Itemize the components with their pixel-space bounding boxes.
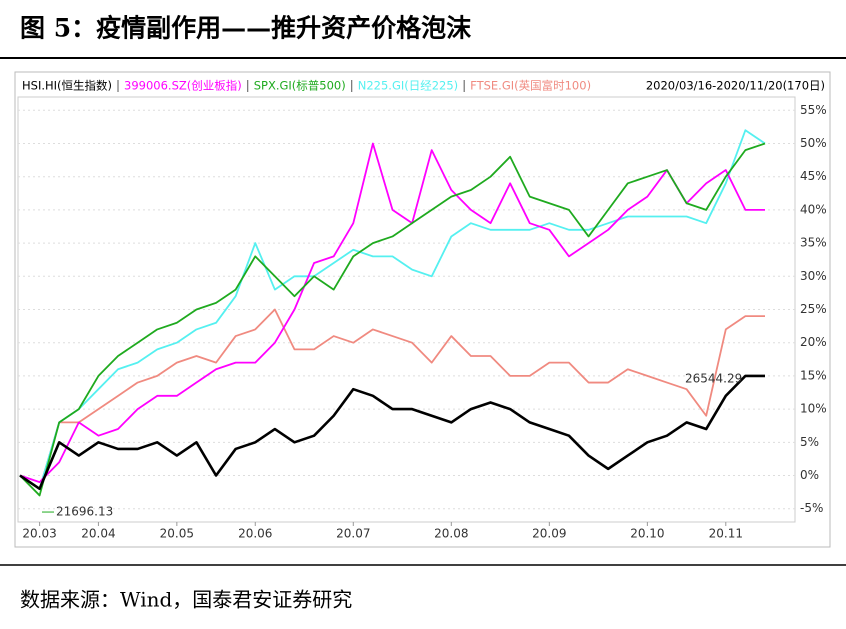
source: 数据来源：Wind，国泰君安证券研究: [20, 588, 352, 612]
y-tick-label: -5%: [800, 501, 823, 515]
x-tick-label: 20.05: [160, 527, 194, 541]
x-tick-label: 20.07: [336, 527, 370, 541]
series-line: [19, 142, 765, 484]
period: 2020/03/16-2020/11/20(170日): [646, 79, 825, 93]
chart-frame: [14, 71, 831, 548]
x-tick-label: 20.03: [22, 527, 56, 541]
legend-entry: 399006.SZ(创业板指): [124, 79, 242, 93]
x-tick-label: 20.10: [630, 527, 664, 541]
series-line: [19, 308, 765, 490]
annotation: 21696.13: [56, 505, 113, 519]
y-tick-label: 0%: [800, 468, 819, 482]
y-tick-label: 10%: [800, 402, 827, 416]
y-tick-label: 20%: [800, 335, 827, 349]
y-tick-label: 35%: [800, 236, 827, 250]
x-tick-label: 20.08: [434, 527, 468, 541]
legend-entry: HSI.HI(恒生指数): [22, 79, 112, 93]
y-tick-label: 50%: [800, 136, 827, 150]
x-tick-label: 20.11: [709, 527, 743, 541]
legend-entry: N225.GI(日经225): [358, 79, 458, 93]
annotation: 26544.29: [685, 371, 742, 385]
y-tick-label: 55%: [800, 103, 827, 117]
series-line: [19, 142, 766, 497]
y-tick-label: 15%: [800, 368, 827, 382]
series-line: [19, 374, 765, 491]
y-tick-label: 5%: [800, 435, 819, 449]
x-tick-label: 20.06: [238, 527, 272, 541]
y-tick-label: 25%: [800, 302, 827, 316]
legend-entry: FTSE.GI(英国富时100): [470, 79, 591, 93]
x-tick-label: 20.04: [81, 527, 115, 541]
series-line: [19, 129, 766, 490]
y-tick-label: 40%: [800, 202, 827, 216]
y-tick-label: 30%: [800, 269, 827, 283]
y-tick-label: 45%: [800, 169, 827, 183]
legend-entry: SPX.GI(标普500): [254, 79, 346, 93]
x-tick-label: 20.09: [532, 527, 566, 541]
title: 图 5：疫情副作用——推升资产价格泡沫: [20, 14, 471, 43]
